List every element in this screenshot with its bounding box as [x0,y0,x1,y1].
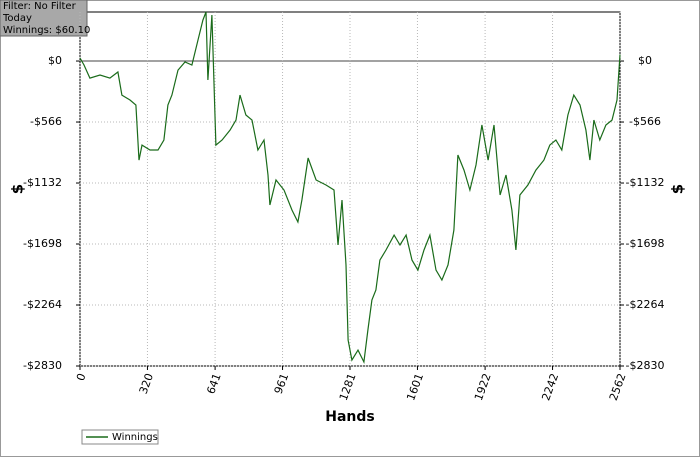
info-line: Filter: No Filter [3,1,77,12]
info-line: Today [2,13,32,24]
info-box [0,0,88,37]
legend [81,429,159,445]
y-tick-label: -$1132 [23,176,62,189]
y-tick-label: -$1698 [23,237,62,250]
y-axis-label-right: $ [669,184,687,194]
y-tick-label: -$2830 [23,359,62,372]
y-tick-label-right: -$1132 [626,176,665,189]
info-line: Winnings: $60.10 [3,25,90,36]
y-tick-label-right: -$2264 [626,298,665,311]
legend-label: Winnings [112,432,158,443]
x-tick-label: 0 [74,372,89,383]
x-axis-label: Hands [325,409,375,425]
y-tick-label: $0 [48,54,62,67]
winnings-line [79,11,621,365]
y-tick-label-right: -$566 [629,115,661,128]
y-tick-label: -$2264 [23,298,62,311]
y-tick-label-right: $0 [638,54,652,67]
y-tick-label-right: -$2830 [626,359,665,372]
y-tick-label-right: -$1698 [626,237,665,250]
y-axis-label: $ [9,184,27,194]
y-tick-label: -$566 [30,115,62,128]
